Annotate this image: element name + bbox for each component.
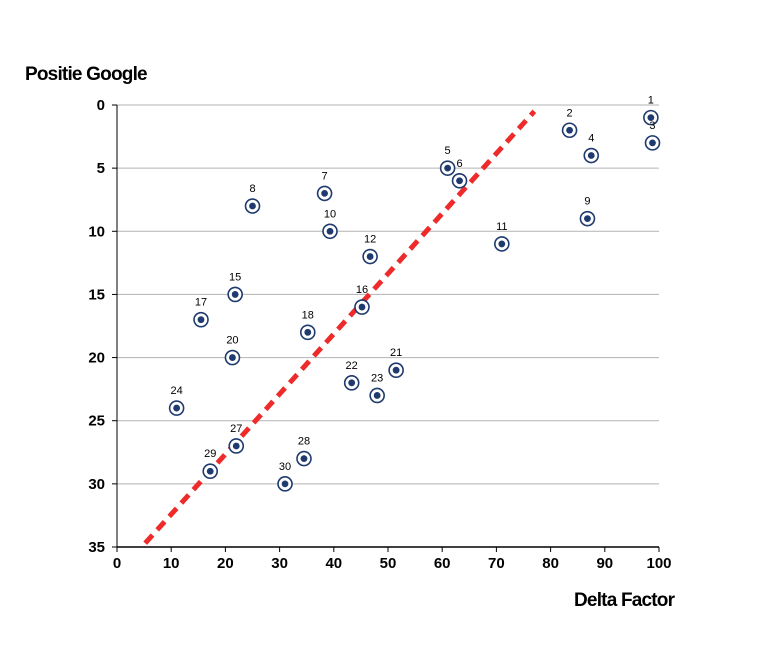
point-label: 17 [195,297,207,309]
point-label: 22 [346,360,358,372]
point-dot [373,392,381,399]
y-tick-label: 20 [88,350,105,367]
point-label: 28 [298,436,310,448]
point-label: 21 [390,347,402,359]
point-label: 15 [229,271,241,283]
point-dot [566,126,573,134]
point-dot [229,354,236,361]
y-tick-label: 10 [88,223,105,240]
point-label: 11 [496,221,507,233]
point-label: 5 [445,145,451,157]
point-dot [348,379,356,387]
trendline-layer [143,109,537,545]
point-dot [392,366,400,374]
point-dot [366,253,374,260]
point-label: 9 [584,196,590,208]
x-tick-label: 40 [325,555,342,572]
point-label: 23 [371,372,383,384]
point-dot [249,202,256,210]
point-dot [197,316,205,324]
point-dot [304,328,312,336]
point-label: 6 [456,158,462,170]
points-layer: 1234567891011121516171820212223242728293… [168,95,661,492]
point-label: 16 [356,284,368,296]
point-label: 8 [249,183,255,195]
point-label: 18 [302,309,314,321]
x-tick-label: 30 [271,555,288,572]
x-tick-label: 80 [542,555,559,572]
point-dot [584,215,591,223]
point-dot [231,291,239,298]
point-label: 7 [322,170,328,182]
point-dot [321,190,328,197]
y-tick-label: 0 [97,97,105,114]
point-label: 1 [648,95,654,107]
point-dot [173,404,181,412]
grid-layer [117,104,659,485]
x-tick-label: 20 [217,555,234,572]
point-dot [232,442,240,450]
point-label: 2 [567,107,573,119]
x-tick-label: 70 [488,555,505,572]
y-tick-label: 30 [88,476,105,493]
point-dot [300,455,308,462]
point-label: 20 [226,335,238,347]
x-tick-label: 50 [380,555,397,572]
y-tick-label: 5 [97,160,105,177]
x-axis-title: Delta Factor [574,590,675,611]
point-label: 4 [588,133,594,145]
x-tick-label: 90 [596,555,613,572]
point-dot [444,164,452,172]
y-tick-label: 35 [88,539,105,556]
point-dot [498,240,506,248]
point-label: 12 [364,234,376,246]
y-tick-label: 15 [88,286,105,303]
y-tick-label: 25 [88,413,105,430]
x-tick-label: 100 [646,555,671,572]
point-dot [326,227,334,235]
point-dot [456,177,463,185]
point-label: 24 [170,385,182,397]
point-label: 30 [279,461,291,473]
x-tick-label: 60 [434,555,451,572]
x-tick-label: 10 [163,555,180,572]
point-dot [358,303,366,311]
point-label: 3 [649,120,655,132]
point-dot [649,139,656,147]
point-label: 10 [324,208,336,220]
point-label: 27 [230,423,242,435]
trendline [143,109,537,545]
x-tick-label: 0 [113,555,121,572]
point-label: 29 [204,448,216,460]
point-dot [587,152,595,159]
point-dot [647,114,655,122]
point-dot [281,480,289,488]
y-axis-title: Positie Google [25,64,148,85]
point-dot [206,467,214,475]
